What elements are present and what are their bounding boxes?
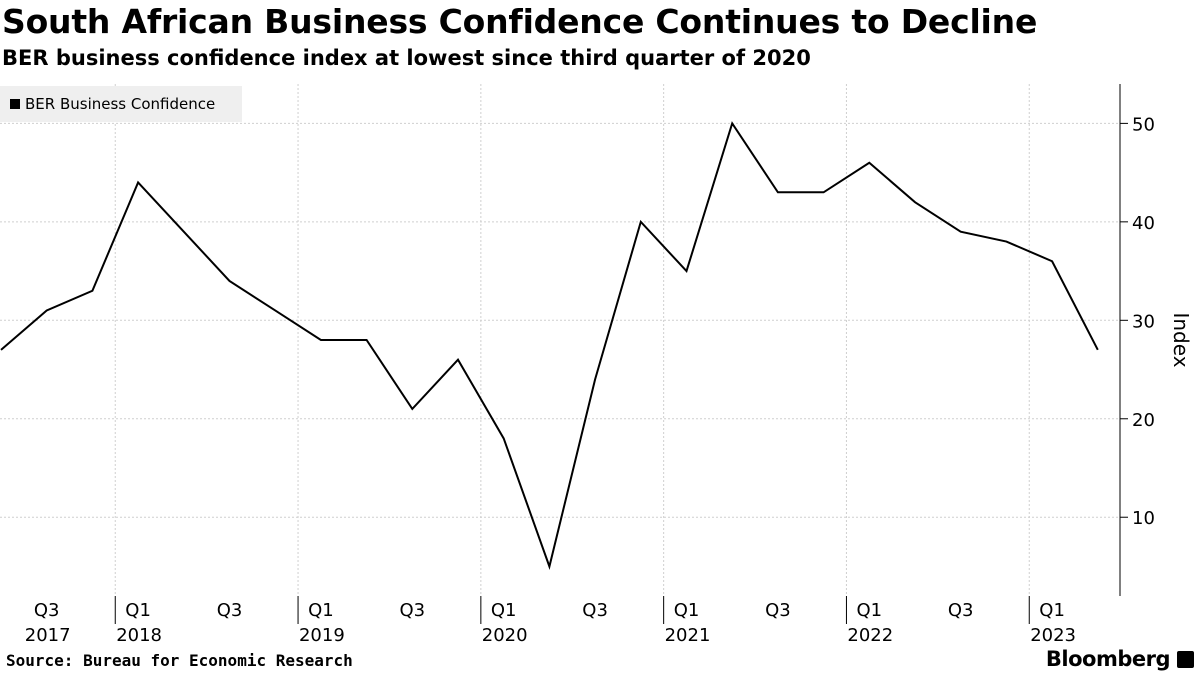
chart-title: South African Business Confidence Contin… — [2, 2, 1038, 41]
y-tick-label: 40 — [1132, 213, 1155, 234]
x-tick-label-quarter: Q3 — [217, 600, 243, 621]
x-tick-label-quarter: Q1 — [674, 600, 700, 621]
data-point — [137, 181, 139, 183]
x-tick-label-quarter: Q3 — [582, 600, 608, 621]
x-tick-label-year: 2020 — [482, 625, 528, 646]
data-point — [320, 339, 322, 341]
bloomberg-terminal-icon — [1177, 651, 1194, 668]
legend-label: BER Business Confidence — [25, 95, 216, 113]
data-point — [1005, 241, 1007, 243]
x-tick-label-quarter: Q1 — [308, 600, 334, 621]
data-point — [91, 290, 93, 292]
data-point — [868, 162, 870, 164]
data-point — [183, 231, 185, 233]
x-tick-label-quarter: Q3 — [34, 600, 60, 621]
x-tick-label-quarter: Q1 — [491, 600, 517, 621]
data-point — [1051, 260, 1053, 262]
x-tick-label-year: 2022 — [847, 625, 893, 646]
data-point — [411, 408, 413, 410]
data-point — [960, 231, 962, 233]
x-tick-label-year: 2019 — [299, 625, 345, 646]
data-point — [823, 191, 825, 193]
y-tick-label: 50 — [1132, 114, 1155, 135]
legend-swatch — [10, 99, 20, 109]
data-point — [503, 437, 505, 439]
chart-legend: BER Business Confidence — [0, 86, 242, 122]
source-note: Source: Bureau for Economic Research — [6, 651, 353, 670]
data-point — [366, 339, 368, 341]
x-tick-label-quarter: Q1 — [1039, 600, 1065, 621]
y-axis-title: Index — [1169, 312, 1193, 367]
x-tick-label-quarter: Q3 — [948, 600, 974, 621]
x-tick-label-quarter: Q1 — [125, 600, 151, 621]
x-tick-label-quarter: Q3 — [765, 600, 791, 621]
x-tick-label-year: 2018 — [116, 625, 162, 646]
y-tick-label: 20 — [1132, 410, 1155, 431]
data-point — [777, 191, 779, 193]
data-point — [548, 565, 550, 567]
data-point — [731, 122, 733, 124]
y-tick-label: 10 — [1132, 508, 1155, 529]
x-tick-label-year: 2017 — [25, 625, 71, 646]
data-point — [1097, 349, 1099, 351]
data-point — [640, 221, 642, 223]
series-line — [0, 121, 1099, 570]
data-point — [46, 309, 48, 311]
data-point — [686, 270, 688, 272]
chart-subtitle: BER business confidence index at lowest … — [2, 46, 811, 70]
x-tick-label-year: 2021 — [665, 625, 711, 646]
bloomberg-logo: Bloomberg — [1045, 647, 1171, 671]
x-tick-label-quarter: Q3 — [399, 600, 425, 621]
data-point — [594, 378, 596, 380]
data-point — [914, 201, 916, 203]
data-point — [229, 280, 231, 282]
x-tick-label-year: 2023 — [1030, 625, 1076, 646]
data-point — [457, 359, 459, 361]
y-tick-label: 30 — [1132, 311, 1155, 332]
data-point — [274, 309, 276, 311]
x-tick-label-quarter: Q1 — [856, 600, 882, 621]
data-point — [0, 349, 2, 351]
